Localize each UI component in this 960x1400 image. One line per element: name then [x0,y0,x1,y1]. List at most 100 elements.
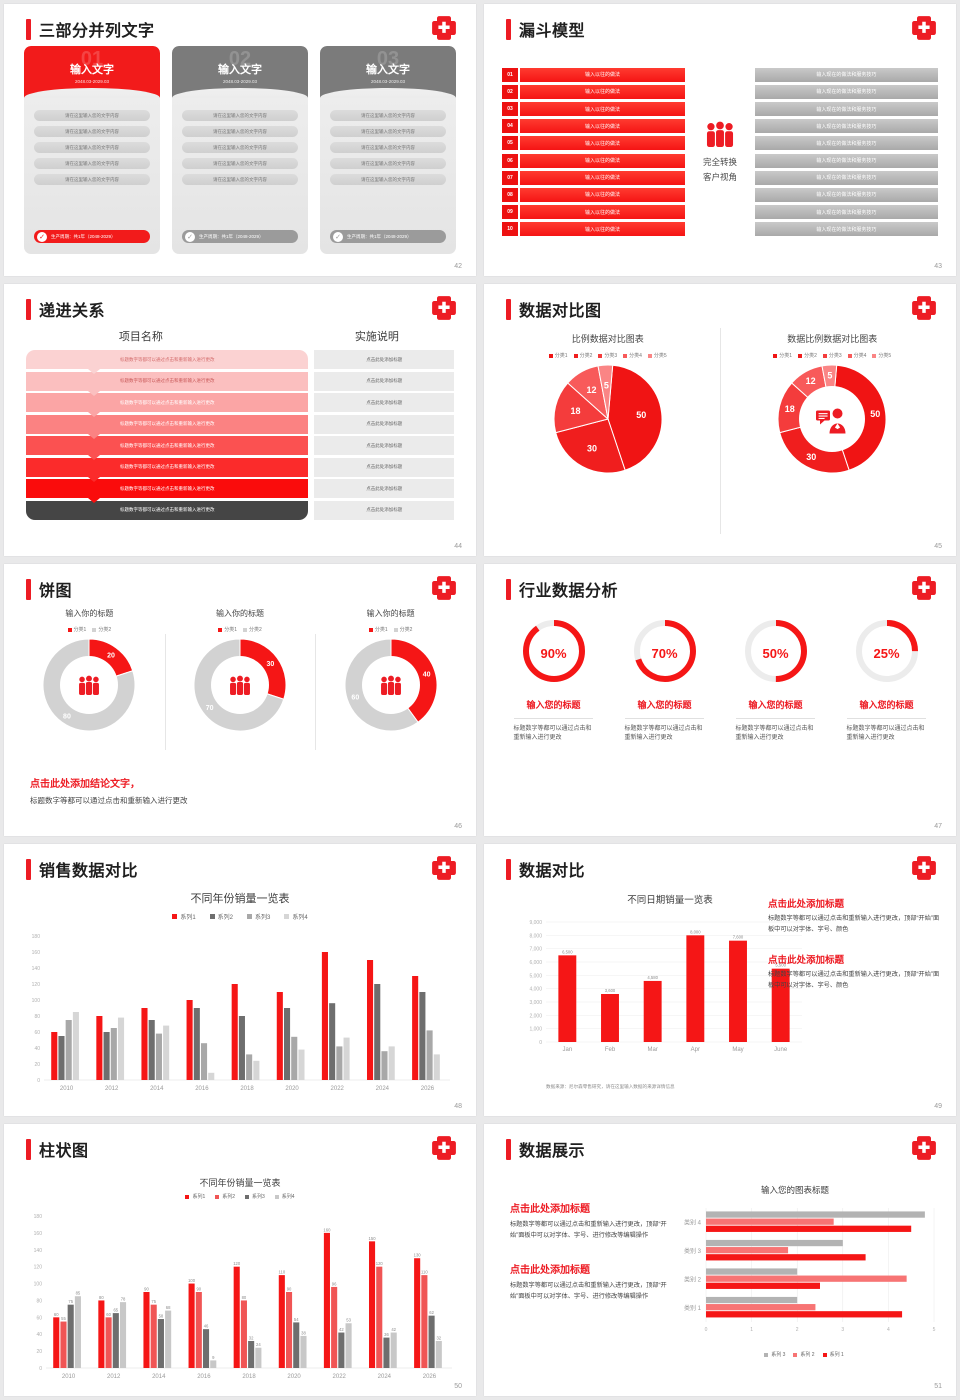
column-footer[interactable]: ✓ 生产周期：共1年（2048-2029） [330,230,446,243]
list-item[interactable]: 请在这里输入您的文字内容 [34,158,150,169]
table-row[interactable]: 标题数字等都可以通过点击和重新输入进行更改 点击此处添加标题 [26,457,454,482]
list-item[interactable]: 请在这里输入您的文字内容 [182,110,298,121]
progress-ring[interactable]: 70% [632,618,698,689]
progressive-bar[interactable]: 标题数字等都可以通过点击和重新输入进行更改 [26,436,309,460]
progressive-bar[interactable]: 标题数字等都可以通过点击和重新输入进行更改 [26,350,309,374]
progressive-bar[interactable]: 标题数字等都可以通过点击和重新输入进行更改 [26,414,309,439]
sales-bar-chart[interactable]: 0 20 40 60 80 100 120 140 160 180 2010 2012 2014 2016… [18,928,458,1101]
progress-ring[interactable]: 25% [854,618,920,689]
funnel-right-item[interactable]: 输入现在的做法和服务技巧 [754,136,938,151]
list-item[interactable]: 请在这里输入您的文字内容 [34,142,150,153]
block-heading[interactable]: 点击此处添加标题 [510,1204,590,1215]
conclusion-title[interactable]: 点击此处添加结论文字， [30,779,140,790]
list-item[interactable]: 请在这里输入您的文字内容 [330,142,446,153]
funnel-label: 输入以往的做法 [520,205,686,220]
slide-44[interactable]: 递进关系 44 项目名称 实施说明 标题数字等都可以通过点击和重新输入进行更改 … [4,284,476,556]
horizontal-bar-chart[interactable]: 0 1 2 3 4 5 类别 1 类别 2 类别 3 类别 4 系列 3 系列 2 系列 1 [664,1198,944,1358]
table-row[interactable]: 标题数字等都可以通过点击和重新输入进行更改 点击此处添加标题 [26,350,454,374]
list-item[interactable]: 请在这里输入您的文字内容 [182,158,298,169]
table-row[interactable]: 标题数字等都可以通过点击和重新输入进行更改 点击此处添加标题 [26,436,454,460]
bar-chart-svg[interactable]: 0204060801001201401601806055758520108060… [20,1208,460,1384]
funnel-row[interactable]: 04 输入以往的做法 [502,119,686,134]
bar-chart-svg[interactable]: 0 20 40 60 80 100 120 140 160 180 2010 2012 2014 2016… [18,928,458,1096]
slide-48[interactable]: 销售数据对比 48 不同年份销量一览表 系列1 系列2 系列3 系列4 0 20 40 60 8… [4,844,476,1116]
list-item[interactable]: 请在这里输入您的文字内容 [34,110,150,121]
funnel-right-item[interactable]: 输入现在的做法和服务技巧 [754,67,938,82]
funnel-right-item[interactable]: 输入现在的做法和服务技巧 [754,153,938,168]
list-item[interactable]: 请在这里输入您的文字内容 [330,174,446,185]
row-description[interactable]: 点击此处添加标题 [314,371,454,391]
donut-chart[interactable]: 20 80 [42,638,136,736]
progressive-bar[interactable]: 标题数字等都可以通过点击和重新输入进行更改 [26,393,309,417]
svg-text:160: 160 [323,1227,331,1232]
slide-42[interactable]: 三部分并列文字 42 01 输入文字 2048.03-2029.03 请在这里输… [4,4,476,276]
funnel-row[interactable]: 03 输入以往的做法 [502,102,686,117]
row-description[interactable]: 点击此处添加标题 [314,414,454,434]
donut-chart[interactable]: 40 60 [344,638,438,736]
list-item[interactable]: 请在这里输入您的文字内容 [34,126,150,137]
funnel-right-item[interactable]: 输入现在的做法和服务技巧 [754,170,938,185]
row-description[interactable]: 点击此处添加标题 [314,479,454,498]
column-footer[interactable]: ✓ 生产周期：共1年（2048-2029） [182,230,298,243]
progressive-bar[interactable]: 标题数字等都可以通过点击和重新输入进行更改 [26,500,309,520]
funnel-row[interactable]: 01 输入以往的做法 [502,67,686,82]
list-item[interactable]: 请在这里输入您的文字内容 [330,110,446,121]
row-description[interactable]: 点击此处添加标题 [314,350,454,369]
donut-chart[interactable]: 30 70 [193,638,287,736]
table-row[interactable]: 标题数字等都可以通过点击和重新输入进行更改 点击此处添加标题 [26,393,454,417]
list-item[interactable]: 请在这里输入您的文字内容 [182,142,298,153]
slide-43[interactable]: 漏斗模型 43 01 输入以往的做法 02 输入以往的做法 03 输入以往的做法… [484,4,956,276]
row-description[interactable]: 点击此处添加标题 [314,436,454,455]
monthly-bar-chart[interactable]: 0 1,000 2,000 3,000 4,000 5,000 6,000 7,000 8,00… [510,910,810,1065]
slide-51[interactable]: 数据展示 51 输入您的图表标题 0 1 2 3 4 5 类别 1 类别 2 类别 3 类别 4 … [484,1124,956,1396]
funnel-right-item[interactable]: 输入现在的做法和服务技巧 [754,205,938,220]
column-card[interactable]: 03 输入文字 2048.03-2029.03 请在这里输入您的文字内容 请在这里… [320,46,456,254]
block-heading[interactable]: 点击此处添加标题 [768,899,845,910]
table-row[interactable]: 标题数字等都可以通过点击和重新输入进行更改 点击此处添加标题 [26,371,454,396]
funnel-row[interactable]: 10 输入以往的做法 [502,222,686,237]
funnel-row[interactable]: 07 输入以往的做法 [502,170,686,185]
progressive-bar[interactable]: 标题数字等都可以通过点击和重新输入进行更改 [26,479,309,503]
funnel-row[interactable]: 02 输入以往的做法 [502,84,686,99]
funnel-right-item[interactable]: 输入现在的做法和服务技巧 [754,119,938,134]
row-description[interactable]: 点击此处添加标题 [314,500,454,520]
svg-text:0: 0 [705,1327,708,1333]
pie-chart[interactable]: 50 30 18 12 5 [553,364,663,478]
funnel-right-item[interactable]: 输入现在的做法和服务技巧 [754,222,938,237]
funnel-row[interactable]: 09 输入以往的做法 [502,205,686,220]
list-item[interactable]: 请在这里输入您的文字内容 [34,174,150,185]
funnel-row[interactable]: 08 输入以往的做法 [502,187,686,202]
funnel-right-item[interactable]: 输入现在的做法和服务技巧 [754,187,938,202]
table-row[interactable]: 标题数字等都可以通过点击和重新输入进行更改 点击此处添加标题 [26,500,454,520]
column-chart[interactable]: 0 20 40 60 80 100 120 140 160 180 60 55 75 85 2010 80 60… [20,1208,460,1389]
list-item[interactable]: 请在这里输入您的文字内容 [330,126,446,137]
table-row[interactable]: 标题数字等都可以通过点击和重新输入进行更改 点击此处添加标题 [26,479,454,503]
slide-45[interactable]: 数据对比图 45 比例数据对比图表 分类1 分类2 分类3 分类4 分类5 50 30 18… [484,284,956,556]
progress-ring[interactable]: 50% [743,618,809,689]
list-item[interactable]: 请在这里输入您的文字内容 [182,174,298,185]
table-row[interactable]: 标题数字等都可以通过点击和重新输入进行更改 点击此处添加标题 [26,414,454,439]
block-heading[interactable]: 点击此处添加标题 [510,1265,590,1277]
list-item[interactable]: 请在这里输入您的文字内容 [330,158,446,169]
slide-49[interactable]: 数据对比 49 不同日期销量一览表 0 1,000 2,000 3,000 4,000 5… [484,844,956,1116]
progressive-bar[interactable]: 标题数字等都可以通过点击和重新输入进行更改 [26,371,309,396]
slide-50[interactable]: 柱状图 50 不同年份销量一览表 系列1 系列2 系列3 系列4 0 20 40 60 80 1… [4,1124,476,1396]
slide-46[interactable]: 饼图 46 输入你的标题 分类1 分类2 20 80 输入你的标题 分类1 分类2 3… [4,564,476,836]
progress-ring[interactable]: 90% [521,618,587,689]
row-description[interactable]: 点击此处添加标题 [314,457,454,477]
column-card[interactable]: 01 输入文字 2048.03-2029.03 请在这里输入您的文字内容 请在这里… [24,46,160,254]
block-heading[interactable]: 点击此处添加标题 [768,954,845,966]
funnel-row[interactable]: 06 输入以往的做法 [502,153,686,168]
funnel-right-item[interactable]: 输入现在的做法和服务技巧 [754,102,938,117]
funnel-row[interactable]: 05 输入以往的做法 [502,136,686,151]
progressive-bar[interactable]: 标题数字等都可以通过点击和重新输入进行更改 [26,457,309,482]
slide-47[interactable]: 行业数据分析 47 90% 输入您的标题 标题数字等都可以通过点击和重新输入进行… [484,564,956,836]
funnel-right-item[interactable]: 输入现在的做法和服务技巧 [754,84,938,99]
list-item[interactable]: 请在这里输入您的文字内容 [182,126,298,137]
donut-chart[interactable]: 50 30 18 12 5 [777,364,887,478]
svg-text:Feb: Feb [605,1047,616,1053]
svg-text:3,000: 3,000 [529,1000,542,1006]
row-description[interactable]: 点击此处添加标题 [314,393,454,412]
column-footer[interactable]: ✓ 生产周期：共1年（2048-2029） [34,230,150,243]
column-card[interactable]: 02 输入文字 2048.03-2029.03 请在这里输入您的文字内容 请在这里… [172,46,308,254]
